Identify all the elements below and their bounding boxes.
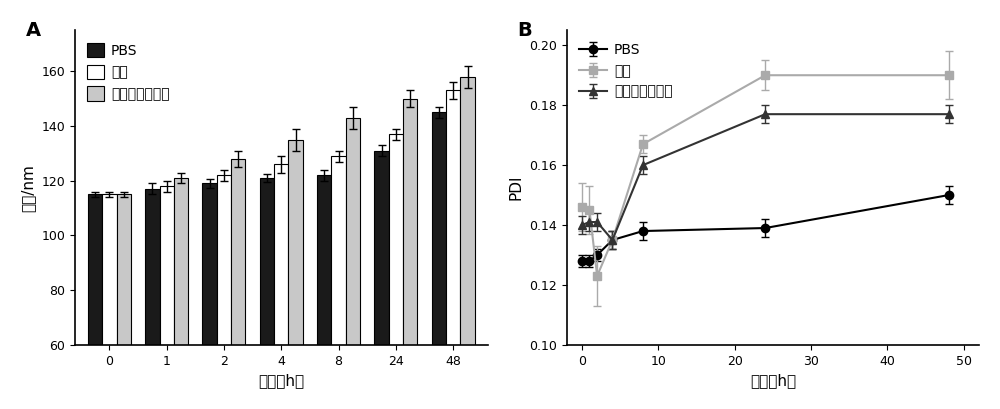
Bar xyxy=(432,112,446,409)
Bar xyxy=(117,194,131,409)
Bar xyxy=(331,156,346,409)
Legend: PBS, 血清, 细胞完全培养基: PBS, 血清, 细胞完全培养基 xyxy=(82,37,175,107)
Bar xyxy=(217,175,231,409)
Bar xyxy=(460,77,475,409)
Bar xyxy=(317,175,331,409)
Bar xyxy=(403,99,417,409)
Y-axis label: PDI: PDI xyxy=(508,175,523,200)
Bar xyxy=(288,140,303,409)
X-axis label: 时间（h）: 时间（h） xyxy=(258,373,304,388)
Bar xyxy=(374,151,389,409)
Bar xyxy=(231,159,245,409)
Bar xyxy=(102,194,117,409)
Text: A: A xyxy=(25,21,41,40)
Bar xyxy=(160,186,174,409)
Text: B: B xyxy=(517,21,532,40)
Bar xyxy=(274,164,288,409)
Bar xyxy=(202,184,217,409)
Y-axis label: 粒径/nm: 粒径/nm xyxy=(21,164,36,211)
Legend: PBS, 血清, 细胞完全培养基: PBS, 血清, 细胞完全培养基 xyxy=(574,37,678,104)
X-axis label: 时间（h）: 时间（h） xyxy=(750,373,796,388)
Bar xyxy=(389,134,403,409)
Bar xyxy=(88,194,102,409)
Bar xyxy=(145,189,160,409)
Bar xyxy=(346,118,360,409)
Bar xyxy=(260,178,274,409)
Bar xyxy=(174,178,188,409)
Bar xyxy=(446,90,460,409)
